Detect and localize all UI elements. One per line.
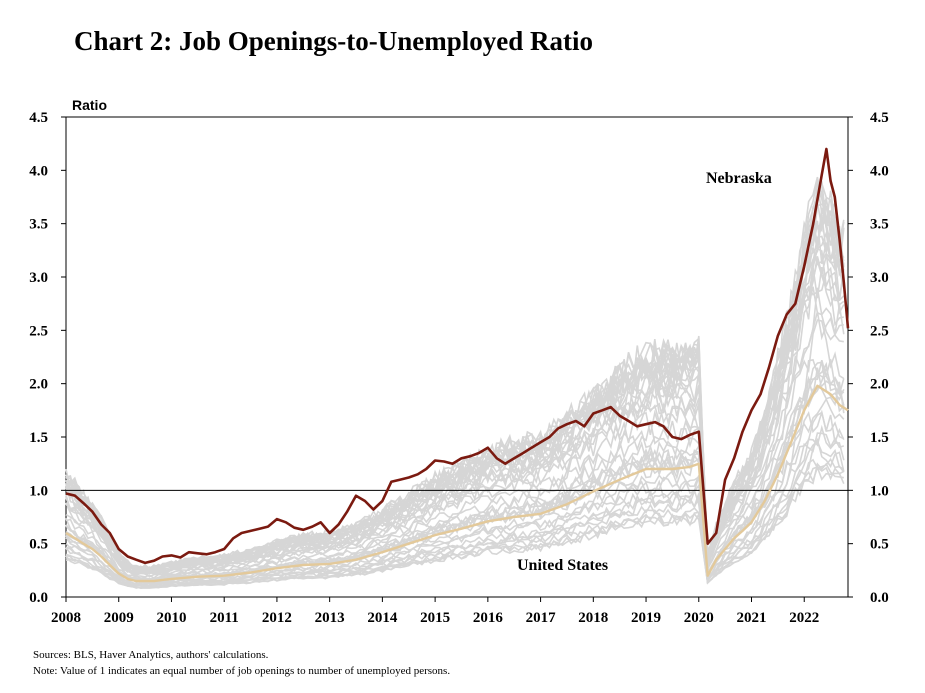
y-tick-label-left: 3.5 xyxy=(29,217,48,233)
axis-ticks: 0.0 0.0 0.5 0.5 1.0 1.0 1.5 1.5 2.0 2.0 2.5 2.5 3.0 3… xyxy=(29,110,889,626)
x-tick-label: 2021 xyxy=(737,610,767,626)
chart-title: Chart 2: Job Openings-to-Unemployed Rati… xyxy=(74,26,594,56)
state-lines xyxy=(65,176,845,590)
state-line xyxy=(65,287,844,578)
x-tick-label: 2022 xyxy=(789,610,819,626)
x-tick-label: 2017 xyxy=(526,610,557,626)
y-tick-label-right: 0.5 xyxy=(870,537,889,553)
nebraska-annotation: Nebraska xyxy=(706,170,772,187)
x-tick-label: 2020 xyxy=(684,610,714,626)
x-tick-label: 2009 xyxy=(104,610,134,626)
x-tick-label: 2015 xyxy=(420,610,450,626)
x-tick-label: 2019 xyxy=(631,610,661,626)
y-tick-label-left: 0.0 xyxy=(29,590,48,606)
y-tick-label-right: 3.5 xyxy=(870,217,889,233)
y-tick-label-left: 4.5 xyxy=(29,110,48,126)
y-tick-label-right: 4.0 xyxy=(870,163,889,179)
sources-note: Sources: BLS, Haver Analytics, authors' … xyxy=(33,649,269,661)
state-line xyxy=(65,180,845,570)
y-tick-label-right: 2.5 xyxy=(870,323,889,339)
y-tick-label-left: 1.5 xyxy=(29,430,48,446)
y-axis-label: Ratio xyxy=(72,97,107,113)
x-tick-label: 2008 xyxy=(51,610,81,626)
footnote: Note: Value of 1 indicates an equal numb… xyxy=(33,665,451,677)
united-states-annotation: United States xyxy=(517,557,608,574)
united-states-line xyxy=(65,384,849,583)
chart: 0.0 0.0 0.5 0.5 1.0 1.0 1.5 1.5 2.0 2.0 2.5 2.5 3.0 3… xyxy=(29,97,889,626)
y-tick-label-right: 1.5 xyxy=(870,430,889,446)
y-tick-label-left: 3.0 xyxy=(29,270,48,286)
x-tick-label: 2011 xyxy=(210,610,239,626)
state-line xyxy=(65,311,844,579)
x-tick-label: 2014 xyxy=(367,610,398,626)
y-tick-label-right: 3.0 xyxy=(870,270,889,286)
x-tick-label: 2013 xyxy=(315,610,345,626)
plot-area xyxy=(65,116,849,598)
nebraska-line xyxy=(65,147,850,565)
y-tick-label-right: 4.5 xyxy=(870,110,889,126)
state-line xyxy=(65,319,845,580)
y-tick-label-left: 2.5 xyxy=(29,323,48,339)
x-tick-label: 2010 xyxy=(156,610,186,626)
y-tick-label-right: 1.0 xyxy=(870,483,889,499)
x-tick-label: 2012 xyxy=(262,610,292,626)
x-tick-label: 2018 xyxy=(578,610,608,626)
y-tick-label-left: 4.0 xyxy=(29,163,48,179)
state-line xyxy=(65,465,845,589)
y-tick-label-left: 1.0 xyxy=(29,483,48,499)
state-line xyxy=(65,432,845,587)
highlighted-series xyxy=(65,147,850,583)
y-tick-label-left: 2.0 xyxy=(29,377,48,393)
y-tick-label-right: 2.0 xyxy=(870,377,889,393)
state-line xyxy=(65,409,845,585)
y-tick-label-left: 0.5 xyxy=(29,537,48,553)
y-tick-label-right: 0.0 xyxy=(870,590,889,606)
state-line xyxy=(65,214,845,570)
x-tick-label: 2016 xyxy=(473,610,504,626)
